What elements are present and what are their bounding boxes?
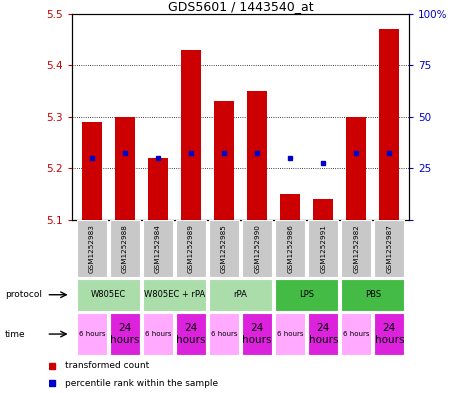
Text: GSM1252985: GSM1252985: [221, 224, 227, 273]
Text: GSM1252987: GSM1252987: [386, 224, 392, 273]
Text: 24
hours: 24 hours: [176, 323, 206, 345]
Text: PBS: PBS: [365, 290, 381, 299]
Bar: [209, 279, 272, 310]
Text: 24
hours: 24 hours: [308, 323, 338, 345]
Bar: [275, 279, 338, 310]
Bar: [247, 91, 267, 220]
Text: 6 hours: 6 hours: [145, 331, 171, 337]
Text: GSM1252983: GSM1252983: [89, 224, 95, 273]
Text: percentile rank within the sample: percentile rank within the sample: [65, 379, 218, 388]
Text: LPS: LPS: [299, 290, 314, 299]
Bar: [379, 29, 399, 220]
Bar: [110, 220, 140, 277]
Text: W805EC + rPA: W805EC + rPA: [144, 290, 205, 299]
Text: 6 hours: 6 hours: [211, 331, 237, 337]
Bar: [209, 313, 239, 355]
Text: GSM1252982: GSM1252982: [353, 224, 359, 273]
Bar: [275, 220, 305, 277]
Bar: [77, 279, 140, 310]
Bar: [176, 220, 206, 277]
Title: GDS5601 / 1443540_at: GDS5601 / 1443540_at: [168, 0, 313, 13]
Bar: [77, 313, 107, 355]
Text: time: time: [5, 330, 25, 338]
Bar: [341, 279, 404, 310]
Bar: [280, 194, 300, 220]
Bar: [308, 313, 338, 355]
Bar: [209, 220, 239, 277]
Bar: [143, 279, 206, 310]
Bar: [341, 220, 371, 277]
Bar: [110, 313, 140, 355]
Text: 24
hours: 24 hours: [375, 323, 404, 345]
Bar: [77, 220, 107, 277]
Bar: [313, 199, 333, 220]
Text: GSM1252986: GSM1252986: [287, 224, 293, 273]
Bar: [374, 220, 404, 277]
Bar: [242, 220, 272, 277]
Bar: [143, 220, 173, 277]
Bar: [374, 313, 404, 355]
Bar: [308, 220, 338, 277]
Bar: [346, 117, 366, 220]
Bar: [115, 117, 135, 220]
Text: GSM1252991: GSM1252991: [320, 224, 326, 273]
Bar: [242, 313, 272, 355]
Text: protocol: protocol: [5, 290, 42, 299]
Bar: [341, 313, 371, 355]
Text: GSM1252984: GSM1252984: [155, 224, 161, 273]
Text: 6 hours: 6 hours: [277, 331, 304, 337]
Text: 24
hours: 24 hours: [242, 323, 272, 345]
Bar: [82, 122, 102, 220]
Bar: [181, 50, 201, 220]
Bar: [214, 101, 234, 220]
Bar: [176, 313, 206, 355]
Text: rPA: rPA: [234, 290, 247, 299]
Text: W805EC: W805EC: [91, 290, 126, 299]
Bar: [275, 313, 305, 355]
Text: 24
hours: 24 hours: [110, 323, 140, 345]
Text: GSM1252988: GSM1252988: [122, 224, 128, 273]
Bar: [148, 158, 168, 220]
Bar: [143, 313, 173, 355]
Text: GSM1252989: GSM1252989: [188, 224, 194, 273]
Text: transformed count: transformed count: [65, 361, 149, 370]
Text: 6 hours: 6 hours: [79, 331, 105, 337]
Text: 6 hours: 6 hours: [343, 331, 370, 337]
Text: GSM1252990: GSM1252990: [254, 224, 260, 273]
